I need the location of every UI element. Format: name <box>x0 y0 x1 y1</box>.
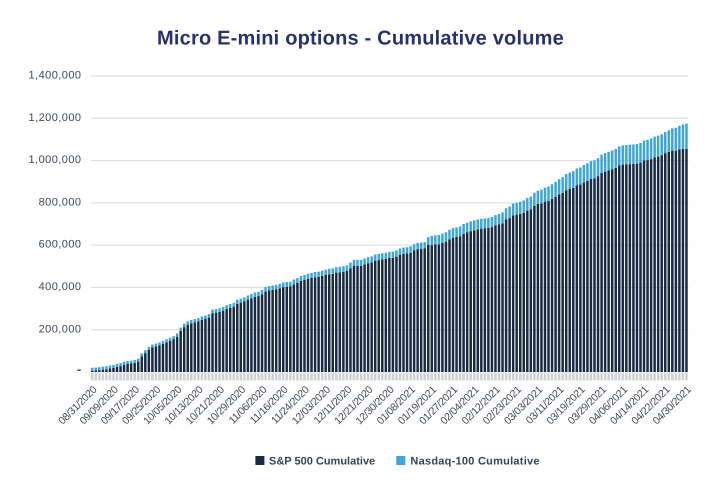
svg-text:800,000: 800,000 <box>39 196 82 208</box>
svg-text:1,400,000: 1,400,000 <box>29 70 82 82</box>
svg-text:200,000: 200,000 <box>39 323 82 335</box>
svg-text:1,000,000: 1,000,000 <box>29 154 82 166</box>
svg-text:400,000: 400,000 <box>39 281 82 293</box>
svg-text:S&P 500 Cumulative: S&P 500 Cumulative <box>269 456 375 468</box>
svg-text:1,200,000: 1,200,000 <box>29 112 82 124</box>
svg-text:600,000: 600,000 <box>39 239 82 251</box>
svg-text:Nasdaq-100 Cumulative: Nasdaq-100 Cumulative <box>410 456 539 468</box>
svg-text:Micro E-mini options - Cumulat: Micro E-mini options - Cumulative volume <box>157 28 564 50</box>
